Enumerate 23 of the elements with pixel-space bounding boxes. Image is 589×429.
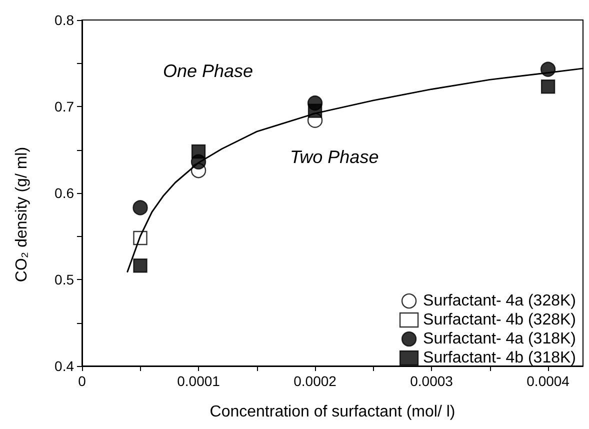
legend-label: Surfactant- 4b (318K) [423, 350, 576, 366]
y-axis-title: CO₂ density (g/ ml) [14, 146, 30, 282]
y-tick-label: 0.4 [54, 358, 74, 374]
legend-label: Surfactant- 4a (318K) [423, 330, 576, 348]
x-tick-label: 0.0003 [410, 373, 454, 389]
point [540, 80, 556, 94]
x-tick-label: 0.0001 [177, 373, 220, 389]
y-tick-label: 0.8 [54, 12, 74, 28]
legend-label: Surfactant- 4b (328K) [423, 312, 576, 328]
x-axis-title: Concentration of surfactant (mol/ l) [210, 404, 456, 420]
point [132, 200, 148, 216]
x-tick-label: 0 [78, 373, 86, 389]
y-tick-label: 0.5 [54, 272, 74, 288]
annotation: One Phase [163, 61, 254, 81]
y-tick-label: 0.6 [54, 185, 74, 201]
y-tick-label: 0.7 [54, 98, 74, 114]
legend-label: Surfactant- 4a (328K) [423, 292, 576, 310]
x-tick-label: 0.0002 [294, 373, 337, 389]
point [133, 258, 148, 273]
point [308, 104, 322, 118]
point [191, 144, 206, 159]
annotation: Two Phase [290, 147, 379, 167]
x-tick-label: 0.0004 [526, 373, 570, 389]
